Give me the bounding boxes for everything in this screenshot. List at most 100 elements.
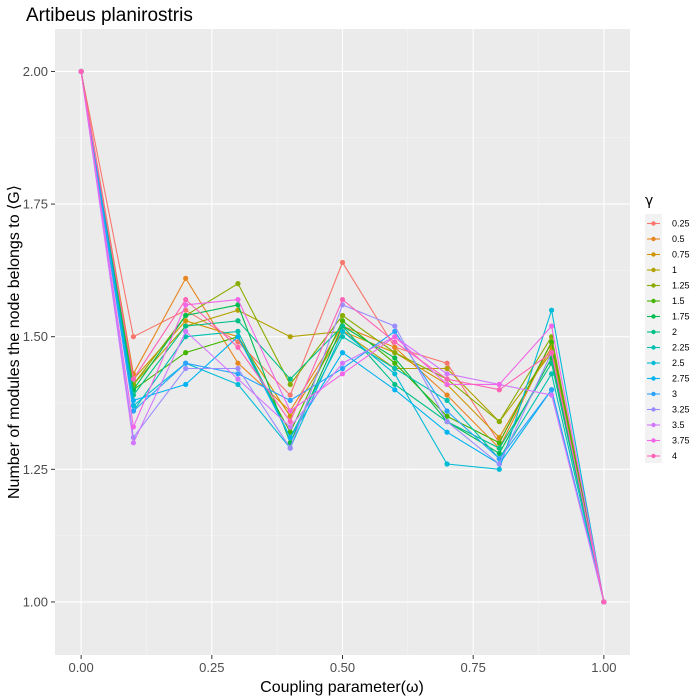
legend-label: 3.5 bbox=[672, 420, 685, 430]
data-point bbox=[339, 371, 346, 377]
legend-item: 4 bbox=[647, 451, 677, 461]
x-tick-label: 0.25 bbox=[199, 660, 224, 675]
legend-key-point bbox=[651, 345, 656, 350]
legend-key-point bbox=[651, 267, 656, 273]
data-point bbox=[183, 312, 189, 319]
data-point bbox=[444, 360, 450, 366]
data-point bbox=[339, 323, 346, 329]
legend-key-point bbox=[651, 221, 656, 226]
legend-item: 3.25 bbox=[647, 405, 690, 415]
legend-label: 0.5 bbox=[672, 234, 685, 244]
data-point bbox=[444, 392, 450, 398]
data-point bbox=[183, 302, 189, 308]
data-point bbox=[235, 318, 241, 324]
legend-key-point bbox=[651, 360, 656, 366]
x-tick-label: 0.75 bbox=[461, 660, 486, 675]
data-point bbox=[130, 334, 137, 340]
data-point bbox=[496, 466, 502, 472]
series-3 bbox=[78, 68, 607, 605]
data-point bbox=[444, 408, 450, 414]
data-point bbox=[183, 350, 189, 356]
legend-key-point bbox=[651, 252, 656, 257]
data-point bbox=[183, 318, 189, 324]
data-point bbox=[548, 350, 555, 356]
legend: γ 0.25 0.5 0.75 1 1.25 1.5 1.75 2 2.25 2.5 2.75 3 3.… bbox=[645, 193, 690, 463]
data-point bbox=[287, 334, 293, 340]
data-point bbox=[548, 371, 555, 377]
data-point bbox=[392, 371, 398, 377]
data-point bbox=[444, 461, 450, 467]
data-point bbox=[183, 381, 189, 388]
legend-item: 2.5 bbox=[647, 358, 685, 368]
legend-item: 0.75 bbox=[647, 250, 690, 260]
data-point bbox=[235, 281, 241, 287]
series-4 bbox=[78, 68, 607, 605]
legend-label: 1.25 bbox=[672, 281, 690, 291]
legend-key-point bbox=[651, 391, 656, 397]
data-point bbox=[444, 429, 450, 435]
y-axis-title: Number of modules the node belongs to ⟨G… bbox=[6, 185, 23, 499]
data-point bbox=[183, 296, 189, 303]
legend-key-point bbox=[651, 283, 656, 288]
legend-label: 0.75 bbox=[672, 250, 690, 260]
data-point bbox=[287, 381, 293, 388]
legend-item: 1.75 bbox=[647, 312, 690, 322]
legend-key-point bbox=[651, 329, 656, 335]
x-tick-label: 1.00 bbox=[591, 660, 616, 675]
legend-item: 0.25 bbox=[647, 219, 690, 229]
data-point bbox=[444, 376, 450, 382]
legend-key-point bbox=[651, 298, 656, 304]
legend-title: γ bbox=[645, 193, 653, 209]
legend-item: 1 bbox=[647, 265, 677, 275]
data-point bbox=[496, 461, 502, 467]
data-point bbox=[183, 328, 189, 334]
legend-key-point bbox=[651, 438, 656, 443]
data-point bbox=[444, 381, 450, 388]
data-point bbox=[339, 312, 346, 319]
legend-label: 0.25 bbox=[672, 219, 690, 229]
data-point bbox=[130, 408, 137, 414]
data-point bbox=[235, 334, 241, 340]
legend-label: 3 bbox=[672, 389, 677, 399]
data-point bbox=[444, 418, 450, 425]
data-point bbox=[496, 434, 502, 441]
data-point bbox=[339, 350, 346, 356]
y-tick-label: 1.50 bbox=[23, 329, 48, 344]
legend-label: 1.5 bbox=[672, 296, 685, 306]
x-axis-title: Coupling parameter(ω) bbox=[260, 679, 424, 696]
data-point bbox=[392, 381, 398, 388]
data-point bbox=[235, 360, 241, 366]
data-point bbox=[130, 440, 137, 446]
data-point bbox=[235, 296, 241, 303]
data-point bbox=[496, 387, 502, 393]
data-point bbox=[235, 376, 241, 382]
data-point bbox=[78, 68, 84, 75]
y-tick-label: 1.75 bbox=[23, 197, 48, 212]
y-tick-label: 1.00 bbox=[23, 594, 48, 609]
data-point bbox=[235, 328, 241, 334]
data-point bbox=[183, 275, 189, 281]
legend-item: 3.75 bbox=[647, 436, 690, 446]
data-point bbox=[548, 387, 555, 393]
legend-label: 3.75 bbox=[672, 436, 690, 446]
data-point bbox=[444, 413, 450, 419]
legend-item: 0.5 bbox=[647, 234, 685, 244]
x-tick-label: 0.00 bbox=[68, 660, 93, 675]
data-point bbox=[392, 387, 398, 393]
data-point bbox=[392, 365, 398, 372]
data-point bbox=[392, 344, 398, 350]
data-point bbox=[392, 323, 398, 329]
legend-item: 3.5 bbox=[647, 420, 685, 430]
data-point bbox=[548, 323, 555, 329]
data-point bbox=[339, 365, 346, 372]
data-point bbox=[235, 381, 241, 388]
legend-key-point bbox=[651, 453, 656, 459]
data-point bbox=[339, 296, 346, 303]
data-point bbox=[287, 424, 293, 430]
data-point bbox=[339, 259, 346, 266]
legend-key-point bbox=[651, 376, 656, 381]
data-point bbox=[287, 376, 293, 382]
data-point bbox=[287, 392, 293, 398]
y-tick-label: 2.00 bbox=[23, 64, 48, 79]
